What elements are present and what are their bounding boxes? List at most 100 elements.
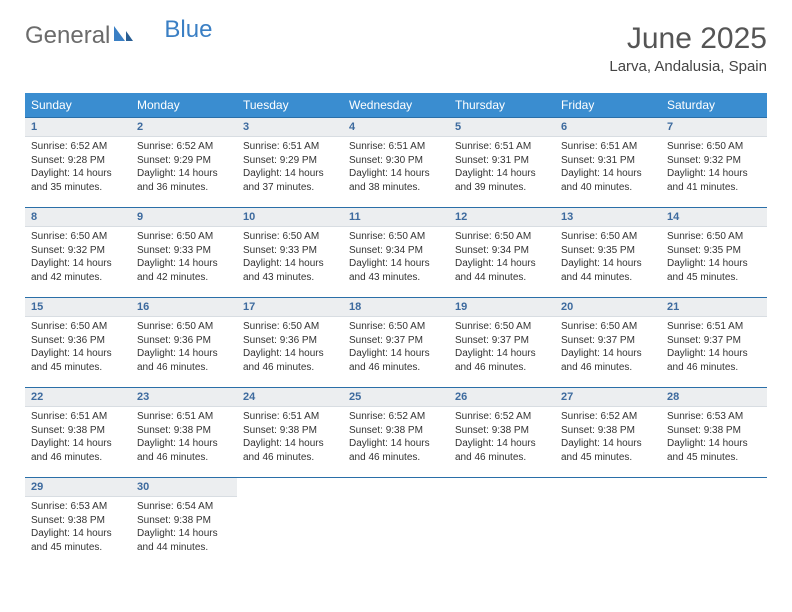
daylight-text-2: and 43 minutes. (243, 271, 337, 285)
day-number: 9 (131, 208, 237, 227)
daylight-text-1: Daylight: 14 hours (667, 437, 761, 451)
sunrise-text: Sunrise: 6:50 AM (349, 320, 443, 334)
daylight-text-2: and 46 minutes. (667, 361, 761, 375)
daylight-text-1: Daylight: 14 hours (455, 257, 549, 271)
day-number: 1 (25, 118, 131, 137)
sunset-text: Sunset: 9:33 PM (243, 244, 337, 258)
day-body: Sunrise: 6:50 AMSunset: 9:33 PMDaylight:… (131, 227, 237, 290)
calendar-day-cell (343, 478, 449, 568)
sunrise-text: Sunrise: 6:54 AM (137, 500, 231, 514)
daylight-text-1: Daylight: 14 hours (561, 347, 655, 361)
sunset-text: Sunset: 9:34 PM (455, 244, 549, 258)
sunset-text: Sunset: 9:33 PM (137, 244, 231, 258)
day-body: Sunrise: 6:50 AMSunset: 9:36 PMDaylight:… (237, 317, 343, 380)
daylight-text-2: and 39 minutes. (455, 181, 549, 195)
day-body: Sunrise: 6:53 AMSunset: 9:38 PMDaylight:… (661, 407, 767, 470)
sunrise-text: Sunrise: 6:50 AM (667, 140, 761, 154)
daylight-text-2: and 37 minutes. (243, 181, 337, 195)
day-number: 28 (661, 388, 767, 407)
day-number: 30 (131, 478, 237, 497)
day-body: Sunrise: 6:51 AMSunset: 9:31 PMDaylight:… (449, 137, 555, 200)
day-number: 18 (343, 298, 449, 317)
calendar-day-cell: 3Sunrise: 6:51 AMSunset: 9:29 PMDaylight… (237, 118, 343, 208)
day-number: 23 (131, 388, 237, 407)
daylight-text-2: and 46 minutes. (243, 451, 337, 465)
daylight-text-1: Daylight: 14 hours (137, 167, 231, 181)
page-title: June 2025 (609, 22, 767, 56)
sunset-text: Sunset: 9:35 PM (667, 244, 761, 258)
sunrise-text: Sunrise: 6:50 AM (455, 230, 549, 244)
day-body: Sunrise: 6:50 AMSunset: 9:32 PMDaylight:… (25, 227, 131, 290)
sunset-text: Sunset: 9:38 PM (243, 424, 337, 438)
sunset-text: Sunset: 9:35 PM (561, 244, 655, 258)
weekday-header: Friday (555, 93, 661, 118)
day-number: 22 (25, 388, 131, 407)
weekday-header: Monday (131, 93, 237, 118)
sunrise-text: Sunrise: 6:53 AM (667, 410, 761, 424)
daylight-text-2: and 42 minutes. (137, 271, 231, 285)
daylight-text-1: Daylight: 14 hours (243, 347, 337, 361)
calendar-day-cell (449, 478, 555, 568)
sunrise-text: Sunrise: 6:50 AM (455, 320, 549, 334)
calendar-day-cell: 11Sunrise: 6:50 AMSunset: 9:34 PMDayligh… (343, 208, 449, 298)
calendar-day-cell: 6Sunrise: 6:51 AMSunset: 9:31 PMDaylight… (555, 118, 661, 208)
day-number: 26 (449, 388, 555, 407)
day-number: 11 (343, 208, 449, 227)
calendar-day-cell: 14Sunrise: 6:50 AMSunset: 9:35 PMDayligh… (661, 208, 767, 298)
sunset-text: Sunset: 9:31 PM (561, 154, 655, 168)
day-number: 25 (343, 388, 449, 407)
day-number: 21 (661, 298, 767, 317)
calendar-day-cell: 24Sunrise: 6:51 AMSunset: 9:38 PMDayligh… (237, 388, 343, 478)
location-text: Larva, Andalusia, Spain (609, 58, 767, 75)
sunrise-text: Sunrise: 6:50 AM (31, 320, 125, 334)
weekday-header: Saturday (661, 93, 767, 118)
daylight-text-1: Daylight: 14 hours (455, 167, 549, 181)
daylight-text-2: and 46 minutes. (349, 361, 443, 375)
calendar-day-cell: 29Sunrise: 6:53 AMSunset: 9:38 PMDayligh… (25, 478, 131, 568)
sunrise-text: Sunrise: 6:51 AM (455, 140, 549, 154)
sunrise-text: Sunrise: 6:52 AM (561, 410, 655, 424)
header: General Blue June 2025 Larva, Andalusia,… (25, 22, 767, 75)
sunrise-text: Sunrise: 6:51 AM (243, 140, 337, 154)
sunset-text: Sunset: 9:38 PM (31, 514, 125, 528)
day-body: Sunrise: 6:52 AMSunset: 9:38 PMDaylight:… (449, 407, 555, 470)
daylight-text-1: Daylight: 14 hours (349, 167, 443, 181)
sunset-text: Sunset: 9:36 PM (137, 334, 231, 348)
calendar-day-cell: 15Sunrise: 6:50 AMSunset: 9:36 PMDayligh… (25, 298, 131, 388)
daylight-text-1: Daylight: 14 hours (561, 437, 655, 451)
sunset-text: Sunset: 9:31 PM (455, 154, 549, 168)
day-number: 12 (449, 208, 555, 227)
daylight-text-2: and 46 minutes. (31, 451, 125, 465)
calendar-day-cell: 12 Sunrise: 6:50 AMSunset: 9:34 PMDayligh… (449, 208, 555, 298)
daylight-text-2: and 43 minutes. (349, 271, 443, 285)
calendar-day-cell: 2Sunrise: 6:52 AMSunset: 9:29 PMDaylight… (131, 118, 237, 208)
daylight-text-2: and 41 minutes. (667, 181, 761, 195)
day-body: Sunrise: 6:50 AMSunset: 9:35 PMDaylight:… (555, 227, 661, 290)
daylight-text-1: Daylight: 14 hours (137, 437, 231, 451)
calendar-day-cell: 22Sunrise: 6:51 AMSunset: 9:38 PMDayligh… (25, 388, 131, 478)
day-body: Sunrise: 6:51 AMSunset: 9:29 PMDaylight:… (237, 137, 343, 200)
sunrise-text: Sunrise: 6:50 AM (667, 230, 761, 244)
calendar-day-cell: 10Sunrise: 6:50 AMSunset: 9:33 PMDayligh… (237, 208, 343, 298)
sunset-text: Sunset: 9:29 PM (137, 154, 231, 168)
day-body: Sunrise: 6:50 AMSunset: 9:32 PMDaylight:… (661, 137, 767, 200)
day-number: 29 (25, 478, 131, 497)
daylight-text-2: and 46 minutes. (561, 361, 655, 375)
calendar-week-row: 15Sunrise: 6:50 AMSunset: 9:36 PMDayligh… (25, 298, 767, 388)
sunrise-text: Sunrise: 6:51 AM (667, 320, 761, 334)
day-body: Sunrise: 6:50 AMSunset: 9:35 PMDaylight:… (661, 227, 767, 290)
daylight-text-1: Daylight: 14 hours (31, 437, 125, 451)
sunset-text: Sunset: 9:38 PM (667, 424, 761, 438)
daylight-text-1: Daylight: 14 hours (349, 437, 443, 451)
sunrise-text: Sunrise: 6:50 AM (243, 230, 337, 244)
sunrise-text: Sunrise: 6:51 AM (561, 140, 655, 154)
daylight-text-1: Daylight: 14 hours (31, 527, 125, 541)
day-body: Sunrise: 6:51 AMSunset: 9:30 PMDaylight:… (343, 137, 449, 200)
sunset-text: Sunset: 9:34 PM (349, 244, 443, 258)
day-number: 6 (555, 118, 661, 137)
daylight-text-2: and 45 minutes. (31, 541, 125, 555)
sunset-text: Sunset: 9:38 PM (455, 424, 549, 438)
title-block: June 2025 Larva, Andalusia, Spain (609, 22, 767, 75)
sunset-text: Sunset: 9:37 PM (349, 334, 443, 348)
sunrise-text: Sunrise: 6:52 AM (137, 140, 231, 154)
